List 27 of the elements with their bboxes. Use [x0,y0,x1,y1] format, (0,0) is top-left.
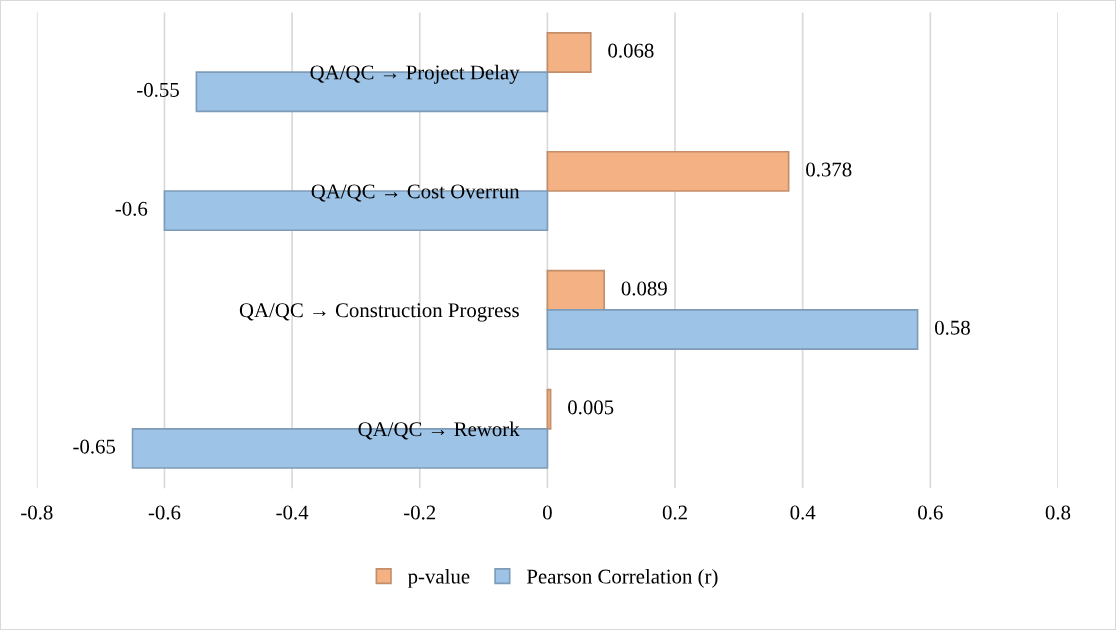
y-tick-label: QA/QC → Rework [358,421,520,440]
data-label: -0.65 [73,439,116,454]
x-tick-label: 0.4 [790,505,816,520]
x-tick-label: 0.8 [1045,505,1071,520]
bar [546,150,790,192]
bar [546,269,606,311]
y-tick-label: QA/QC → Project Delay [310,64,520,84]
data-label: 0.068 [608,43,654,58]
x-tick-label: 0.6 [918,505,943,520]
data-label: -0.55 [137,82,179,97]
x-tick-label: 0 [542,505,552,520]
data-label: 0.378 [806,162,852,177]
x-tick-label: -0.6 [148,505,181,520]
x-tick-label: -0.8 [21,505,53,520]
y-tick-label: QA/QC → Cost Overrun [311,184,520,202]
y-tick-label: QA/QC → Construction Progress [239,303,519,322]
x-tick-label: -0.4 [276,505,309,520]
x-tick-label: -0.2 [404,505,436,520]
legend-label: p-value [407,568,470,588]
x-tick-label: 0.2 [662,505,687,520]
data-label: -0.6 [115,201,148,216]
data-label: 0.089 [621,281,667,296]
data-label: 0.005 [568,400,614,415]
data-label: 0.58 [935,320,970,335]
legend-label: Pearson Correlation (r) [526,568,718,588]
bar [546,309,919,350]
bar [546,31,592,73]
